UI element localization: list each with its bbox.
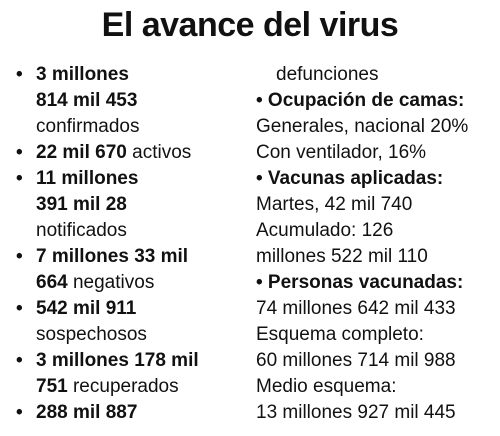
bullet-icon: • [16, 350, 23, 371]
bullet-icon: • [16, 402, 23, 423]
negativos-value-2: 664 [36, 272, 68, 293]
negativos-label: negativos [67, 272, 155, 293]
recuperados-value-2: 751 [36, 376, 68, 397]
vacunas-heading: • Vacunas aplicadas: [256, 168, 444, 189]
confirmados-value-1: 3 millones [36, 64, 129, 85]
bullet-icon: • [16, 142, 23, 163]
sospechosos-value: 542 mil 911 [36, 298, 137, 319]
right-column: defunciones • Ocupación de camas: Genera… [256, 62, 500, 426]
headline: El avance del virus [101, 6, 399, 44]
vacunas-acumulado: Acumulado: 126 [256, 220, 394, 241]
personas-heading: • Personas vacunadas: [256, 272, 464, 293]
stat-defunciones: • 288 mil 887 [6, 400, 256, 426]
camas-ventilador: Con ventilador, 16% [256, 142, 427, 163]
esquema-completo-label: Esquema completo: [256, 324, 424, 345]
section-vacunas: • Vacunas aplicadas: Martes, 42 mil 740 … [256, 166, 500, 270]
stat-recuperados: • 3 millones 178 mil 751 recuperados [6, 348, 256, 400]
sospechosos-label: sospechosos [36, 324, 147, 345]
notificados-label: notificados [36, 220, 127, 241]
stat-negativos: • 7 millones 33 mil 664 negativos [6, 244, 256, 296]
bullet-icon: • [16, 298, 23, 319]
section-personas: • Personas vacunadas: 74 millones 642 mi… [256, 270, 500, 426]
bullet-icon: • [16, 64, 23, 85]
activos-label: activos [126, 142, 192, 163]
stat-notificados: • 11 millones 391 mil 28 notificados [6, 166, 256, 244]
notificados-value-2: 391 mil 28 [36, 194, 127, 215]
recuperados-label: recuperados [67, 376, 179, 397]
bullet-icon: • [16, 246, 23, 267]
defunciones-label: defunciones [276, 64, 379, 85]
esquema-completo-value: 60 millones 714 mil 988 [256, 350, 456, 371]
camas-generales: Generales, nacional 20% [256, 116, 469, 137]
negativos-value-1: 7 millones 33 mil [36, 246, 189, 267]
stat-activos: • 22 mil 670 activos [6, 140, 256, 166]
vacunas-martes: Martes, 42 mil 740 [256, 194, 413, 215]
left-column: • 3 millones 814 mil 453 confirmados • 2… [6, 62, 256, 426]
vacunas-acumulado-value: millones 522 mil 110 [256, 246, 428, 267]
bullet-icon: • [16, 168, 23, 189]
confirmados-label: confirmados [36, 116, 140, 137]
section-camas: • Ocupación de camas: Generales, naciona… [256, 88, 500, 166]
stat-confirmados: • 3 millones 814 mil 453 confirmados [6, 62, 256, 140]
notificados-value-1: 11 millones [36, 168, 139, 189]
camas-heading: • Ocupación de camas: [256, 90, 465, 111]
defunciones-value: 288 mil 887 [36, 402, 138, 423]
stat-sospechosos: • 542 mil 911 sospechosos [6, 296, 256, 348]
confirmados-value-2: 814 mil 453 [36, 90, 138, 111]
medio-esquema-value: 13 millones 927 mil 445 [256, 402, 456, 423]
medio-esquema-label: Medio esquema: [256, 376, 397, 397]
activos-value: 22 mil 670 [36, 142, 127, 163]
personas-total: 74 millones 642 mil 433 [256, 298, 456, 319]
recuperados-value-1: 3 millones 178 mil [36, 350, 199, 371]
